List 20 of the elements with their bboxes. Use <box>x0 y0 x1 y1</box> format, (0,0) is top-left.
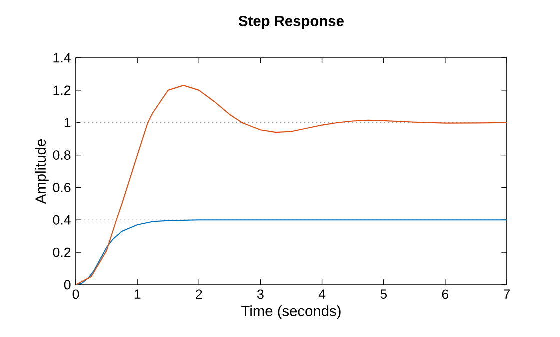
y-tick-label: 0 <box>64 280 71 290</box>
x-tick-label: 4 <box>318 290 326 299</box>
y-tick-label: 0.8 <box>53 150 71 160</box>
x-tick-label: 6 <box>442 290 449 300</box>
y-tick-label: 1.4 <box>54 53 71 63</box>
x-tick-label: 7 <box>504 290 510 299</box>
x-tick-label: 0 <box>72 290 80 300</box>
y-tick-label: 0.2 <box>53 248 71 258</box>
y-tick-label: 1 <box>64 118 71 128</box>
y-tick-label: 1.2 <box>54 86 71 96</box>
y-tick-label: 0.6 <box>53 183 71 192</box>
chart-title: Step Response <box>238 16 344 30</box>
line-series <box>76 85 507 285</box>
x-tick-label: 3 <box>258 290 264 300</box>
x-tick-label: 5 <box>380 290 388 300</box>
y-tick-label: 0.4 <box>53 215 71 225</box>
x-tick-label: 1 <box>134 290 141 299</box>
x-tick-label: 2 <box>196 290 202 300</box>
x-axis-title: Time (seconds) <box>242 306 341 320</box>
y-axis-title: Amplitude <box>35 140 49 204</box>
